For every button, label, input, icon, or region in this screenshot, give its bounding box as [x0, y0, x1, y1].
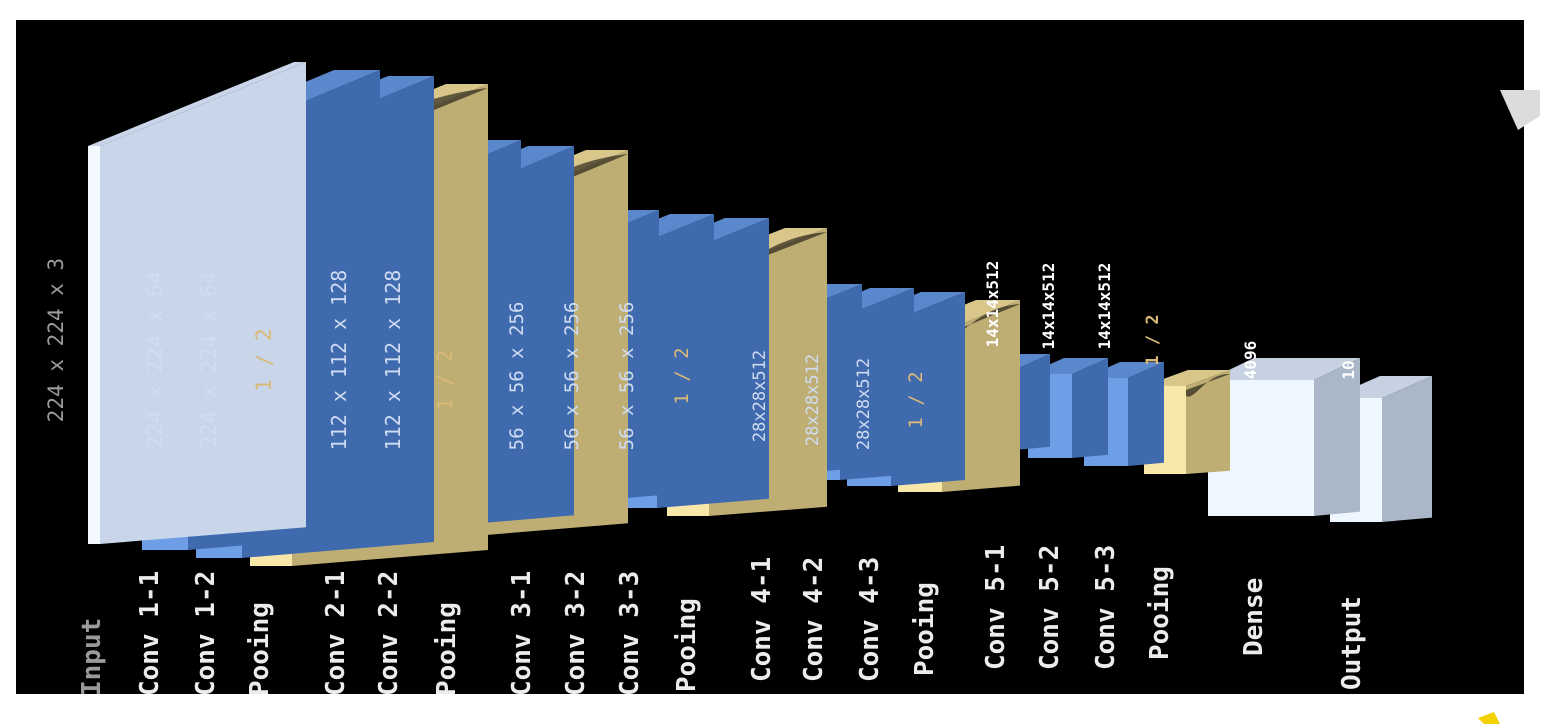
block-input — [88, 62, 306, 544]
corner-accent — [1478, 712, 1500, 724]
dim-label-pool4: 1 / 2 — [905, 371, 927, 428]
block-front-face — [88, 146, 100, 544]
layer-name-pool5: Pooing — [1145, 566, 1175, 660]
block-pool5 — [1144, 370, 1230, 474]
dim-label-pool5: 1 / 2 — [1143, 314, 1163, 365]
layer-name-dense: Dense — [1239, 578, 1269, 656]
dim-label-output: 10 — [1339, 360, 1358, 379]
dim-label-conv5-2: 14x14x512 — [1039, 263, 1058, 350]
dim-label-conv3-3: 56 x 56 x 256 — [616, 302, 638, 451]
dim-label-conv3-1: 56 x 56 x 256 — [506, 302, 528, 451]
layer-name-conv1-1: Conv 1-1 — [135, 571, 165, 696]
layer-name-input: Input — [77, 618, 107, 696]
dim-label-conv1-1: 224 x 224 x 64 — [143, 271, 167, 448]
layer-name-conv1-2: Conv 1-2 — [191, 571, 221, 696]
block-dense — [1208, 358, 1360, 516]
block-side-face — [1314, 358, 1360, 516]
dim-label-input: 224 x 224 x 3 — [44, 258, 68, 422]
dim-label-conv4-2: 28x28x512 — [803, 354, 823, 446]
block-top-face — [1144, 370, 1230, 386]
dim-label-conv5-1: 14x14x512 — [983, 261, 1002, 348]
layer-name-conv3-3: Conv 3-3 — [615, 571, 645, 696]
layer-name-conv4-1: Conv 4-1 — [747, 557, 777, 682]
dim-label-conv5-3: 14x14x512 — [1095, 263, 1114, 350]
layer-name-pool2: Pooing — [432, 602, 462, 696]
layer-name-conv5-1: Conv 5-1 — [981, 545, 1011, 670]
layer-name-conv2-2: Conv 2-2 — [374, 571, 404, 696]
block-top-face — [1208, 358, 1360, 380]
edge-accents — [1478, 90, 1540, 724]
dim-label-pool2: 1 / 2 — [433, 350, 457, 410]
block-side-face — [1072, 358, 1108, 458]
layer-name-conv3-1: Conv 3-1 — [507, 571, 537, 696]
block-side-face — [1186, 370, 1230, 474]
layer-names: Input Conv 1-1 Conv 1-2 Pooing Conv 2-1 Conv … — [77, 545, 1367, 696]
layer-name-conv5-3: Conv 5-3 — [1091, 545, 1121, 670]
block-top-face — [88, 62, 306, 146]
block-front-face — [1208, 380, 1314, 516]
layer-name-pool3: Pooing — [672, 598, 702, 692]
dim-label-conv2-2: 112 x 112 x 128 — [381, 270, 405, 451]
dim-label-conv4-3: 28x28x512 — [854, 358, 874, 450]
layer-blocks — [88, 62, 1432, 566]
dim-label-dense: 4096 — [1241, 341, 1260, 380]
layer-name-conv4-3: Conv 4-3 — [855, 557, 885, 682]
layer-name-conv4-2: Conv 4-2 — [799, 557, 829, 682]
layer-name-pool1: Pooing — [245, 602, 275, 696]
layer-name-pool4: Pooing — [910, 582, 940, 676]
layer-name-conv2-1: Conv 2-1 — [321, 571, 351, 696]
layer-name-conv5-2: Conv 5-2 — [1035, 545, 1065, 670]
dim-label-conv3-2: 56 x 56 x 256 — [561, 302, 583, 451]
block-side-face — [1014, 354, 1050, 450]
block-side-face — [1382, 376, 1432, 522]
dim-label-conv4-1: 28x28x512 — [750, 350, 770, 442]
corner-wedge — [1500, 90, 1540, 130]
dim-label-conv1-2: 224 x 224 x 64 — [197, 271, 221, 448]
pool-shadow — [1186, 373, 1230, 397]
block-side-face — [1128, 362, 1164, 466]
dim-label-pool1: 1 / 2 — [252, 328, 276, 391]
dimension-labels: 224 x 224 x 3 224 x 224 x 64 224 x 224 x 6… — [44, 258, 1358, 451]
dim-label-conv2-1: 112 x 112 x 128 — [327, 270, 351, 451]
block-side-face — [100, 62, 306, 544]
layer-name-conv3-2: Conv 3-2 — [561, 571, 591, 696]
layer-name-output: Output — [1337, 596, 1367, 690]
dim-label-pool3: 1 / 2 — [671, 347, 693, 404]
